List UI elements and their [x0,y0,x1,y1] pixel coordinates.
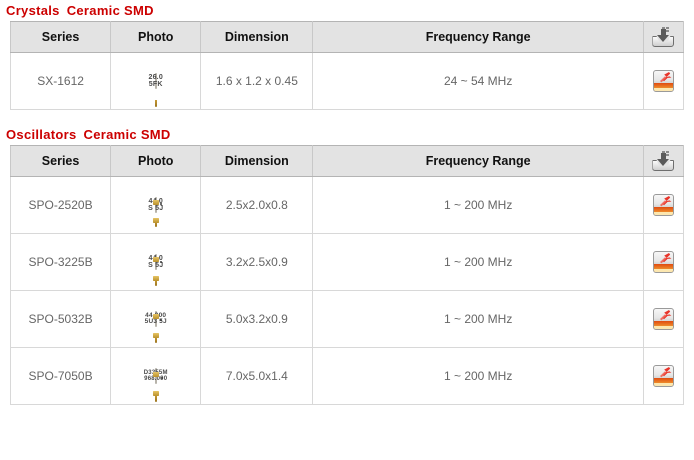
product-photo-oscillator: 44.0 S 5J [148,254,163,287]
product-photo-crystal: 26.0 5FK [148,73,163,108]
cell-dimension: 7.0x5.0x1.4 [200,347,314,405]
cell-photo: 26.0 5FK [110,52,202,110]
column-header-download [642,145,685,177]
column-header-series: Series [9,145,112,177]
table-row: SX-1612 26.0 5FK [9,52,685,110]
product-photo-oscillator: 44.0 S 5J [148,197,163,228]
cell-download [642,52,685,110]
cell-download [642,176,685,234]
cell-frequency: 1 ~ 200 MHz [312,347,644,405]
section-title-sub: Ceramic SMD [83,127,171,142]
column-header-frequency-range: Frequency Range [312,21,644,53]
photo-marking-line2: S 5J [148,262,163,269]
pdf-icon[interactable] [652,308,674,330]
cell-download [642,347,685,405]
photo-marking-line2: S 5J [148,205,163,212]
table-row: SPO-7050B D3355M 968.000 [9,347,685,405]
pdf-icon[interactable] [652,251,674,273]
cell-frequency: 24 ~ 54 MHz [312,52,644,110]
photo-marking-line2: 5FK [149,81,163,89]
cell-series: SPO-7050B [9,347,112,405]
oscillators-table: Series Photo Dimension Frequency Range [9,145,685,405]
cell-dimension: 2.5x2.0x0.8 [200,176,314,234]
table-row: SPO-2520B 44.0 S 5J [9,176,685,234]
column-header-dimension: Dimension [200,21,314,53]
section-title-main: Crystals [6,3,60,18]
cell-series: SPO-5032B [9,290,112,348]
section-title-oscillators: Oscillators Ceramic SMD [0,124,694,145]
cell-photo: 44.000 5U3 5J [110,290,202,348]
column-header-dimension: Dimension [200,145,314,177]
cell-dimension: 3.2x2.5x0.9 [200,233,314,291]
product-photo-oscillator: D3355M 968.000 [144,368,168,403]
cell-series: SPO-2520B [9,176,112,234]
cell-frequency: 1 ~ 200 MHz [312,233,644,291]
section-crystals: Crystals Ceramic SMD Series Photo Dimensi… [0,0,694,110]
section-title-sub: Ceramic SMD [66,3,154,18]
cell-download [642,290,685,348]
pdf-swoosh-icon [659,310,672,321]
cell-photo: 44.0 S 5J [110,176,202,234]
pdf-icon[interactable] [652,365,674,387]
cell-photo: D3355M 968.000 [110,347,202,405]
pdf-swoosh-icon [659,367,672,378]
cell-series: SPO-3225B [9,233,112,291]
cell-dimension: 5.0x3.2x0.9 [200,290,314,348]
table-header-row: Series Photo Dimension Frequency Range [9,145,685,177]
photo-marking-line1: 26.0 [148,74,162,82]
download-icon[interactable] [652,27,675,47]
section-title-crystals: Crystals Ceramic SMD [0,0,694,21]
column-header-photo: Photo [110,21,202,53]
cell-series: SX-1612 [9,52,112,110]
table-header-row: Series Photo Dimension Frequency Range [9,21,685,53]
crystals-table: Series Photo Dimension Frequency Range [9,21,685,110]
download-icon[interactable] [652,151,675,171]
pdf-swoosh-icon [659,196,672,207]
photo-marking-line2: 5U3 5J [145,318,167,326]
section-title-main: Oscillators [6,127,77,142]
cell-photo: 44.0 S 5J [110,233,202,291]
photo-marking-line2: 968.000 [144,376,167,383]
table-row: SPO-3225B 44.0 S 5J [9,233,685,291]
pdf-icon[interactable] [652,70,674,92]
column-header-photo: Photo [110,145,202,177]
cell-dimension: 1.6 x 1.2 x 0.45 [200,52,314,110]
cell-frequency: 1 ~ 200 MHz [312,290,644,348]
column-header-series: Series [9,21,112,53]
pdf-swoosh-icon [659,253,672,264]
cell-download [642,233,685,291]
pdf-icon[interactable] [652,194,674,216]
pdf-swoosh-icon [659,72,672,83]
column-header-download [642,21,685,53]
product-photo-oscillator: 44.000 5U3 5J [145,311,167,344]
table-row: SPO-5032B 44.000 5U3 5J [9,290,685,348]
cell-frequency: 1 ~ 200 MHz [312,176,644,234]
column-header-frequency-range: Frequency Range [312,145,644,177]
section-oscillators: Oscillators Ceramic SMD Series Photo Dime… [0,124,694,405]
